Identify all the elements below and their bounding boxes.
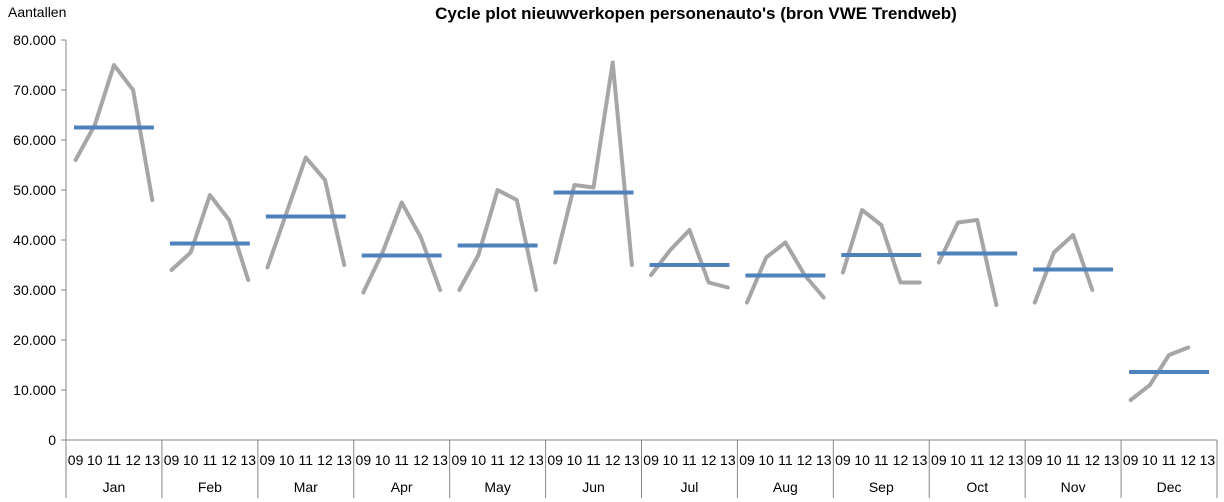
series-line-jun — [553, 60, 634, 267]
x-year-label: 10 — [1046, 452, 1062, 468]
x-year-label: 10 — [471, 452, 487, 468]
x-year-label: 09 — [1027, 452, 1043, 468]
x-year-label: 13 — [1200, 452, 1216, 468]
series-line-oct — [936, 218, 999, 307]
x-month-label: Sep — [869, 479, 894, 495]
x-year-label: 13 — [624, 452, 640, 468]
axes: 0 10.000 20.000 30.000 40.000 50.000 60.000 70.… — [13, 32, 1218, 498]
x-year-label: 09 — [931, 452, 947, 468]
y-tick-label: 70.000 — [13, 82, 56, 98]
y-tick-label: 20.000 — [13, 332, 56, 348]
y-tick-label: 50.000 — [13, 182, 56, 198]
x-year-label: 12 — [509, 452, 525, 468]
y-tick-label: 60.000 — [13, 132, 56, 148]
series-line-nov — [1032, 233, 1095, 305]
x-year-label: 13 — [1104, 452, 1120, 468]
x-year-label: 09 — [356, 452, 372, 468]
series-line-may — [457, 188, 538, 292]
y-tick-label: 10.000 — [13, 382, 56, 398]
x-year-label: 13 — [240, 452, 256, 468]
x-year-label: 11 — [778, 452, 793, 468]
x-month-label: Dec — [1157, 479, 1182, 495]
x-year-label: 09 — [835, 452, 851, 468]
x-month-label: Jun — [582, 479, 605, 495]
x-year-label: 09 — [68, 452, 84, 468]
x-year-label: 12 — [893, 452, 909, 468]
x-year-label: 09 — [547, 452, 563, 468]
series-line-sep — [840, 208, 922, 285]
x-year-label: 13 — [528, 452, 544, 468]
x-year-label: 10 — [87, 452, 103, 468]
y-tick-label: 40.000 — [13, 232, 56, 248]
x-year-label: 10 — [662, 452, 678, 468]
chart-title: Cycle plot nieuwverkopen personenauto's … — [435, 4, 957, 23]
y-tick-label: 80.000 — [13, 32, 56, 48]
x-month-label: Aug — [773, 479, 798, 495]
x-month-label: Apr — [391, 479, 413, 495]
x-year-label: 12 — [989, 452, 1005, 468]
x-year-label: 12 — [221, 452, 237, 468]
x-year-label: 11 — [394, 452, 409, 468]
x-month-label: May — [484, 479, 510, 495]
x-year-label: 09 — [643, 452, 659, 468]
x-year-label: 11 — [1066, 452, 1081, 468]
x-year-label: 11 — [682, 452, 697, 468]
x-year-label: 13 — [145, 452, 161, 468]
x-year-label: 09 — [260, 452, 276, 468]
x-year-label: 09 — [164, 452, 180, 468]
x-year-label: 11 — [107, 452, 122, 468]
x-year-label: 11 — [1162, 452, 1177, 468]
series-line-aug — [745, 240, 826, 305]
x-month-label: Oct — [966, 479, 988, 495]
x-year-label: 11 — [299, 452, 314, 468]
x-year-label: 12 — [605, 452, 621, 468]
x-year-label: 09 — [1123, 452, 1139, 468]
series-line-mar — [265, 155, 347, 270]
x-year-label: 13 — [336, 452, 352, 468]
series-line-jul — [649, 228, 730, 290]
series-line-feb — [169, 193, 251, 282]
plot-area — [73, 60, 1209, 402]
x-year-label: 11 — [970, 452, 985, 468]
x-year-label: 09 — [451, 452, 467, 468]
x-year-label: 10 — [950, 452, 966, 468]
x-year-label: 13 — [720, 452, 736, 468]
x-year-label: 11 — [874, 452, 889, 468]
x-year-label: 13 — [912, 452, 928, 468]
series-line-jan — [73, 63, 155, 202]
x-year-label: 11 — [203, 452, 218, 468]
x-month-label: Mar — [294, 479, 318, 495]
x-month-label: Jul — [681, 479, 699, 495]
x-month-label: Jan — [103, 479, 126, 495]
y-axis-label: Aantallen — [8, 4, 66, 20]
x-month-label: Feb — [198, 479, 222, 495]
x-year-label: 12 — [413, 452, 429, 468]
x-month-label: Nov — [1061, 479, 1086, 495]
x-year-label: 12 — [1085, 452, 1101, 468]
x-year-label: 10 — [1142, 452, 1158, 468]
x-year-label: 13 — [1008, 452, 1024, 468]
x-year-label: 10 — [854, 452, 870, 468]
x-year-label: 13 — [432, 452, 448, 468]
x-year-label: 12 — [1180, 452, 1196, 468]
x-year-label: 09 — [739, 452, 755, 468]
x-year-label: 10 — [758, 452, 774, 468]
x-year-label: 10 — [183, 452, 199, 468]
x-year-label: 11 — [586, 452, 601, 468]
x-year-label: 12 — [317, 452, 333, 468]
x-year-label: 10 — [375, 452, 391, 468]
x-year-label: 11 — [490, 452, 505, 468]
y-tick-label: 0 — [48, 432, 56, 448]
x-year-label: 13 — [816, 452, 832, 468]
x-year-label: 10 — [279, 452, 295, 468]
x-year-label: 12 — [701, 452, 717, 468]
x-year-label: 12 — [125, 452, 141, 468]
y-tick-label: 30.000 — [13, 282, 56, 298]
x-year-label: 12 — [797, 452, 813, 468]
series-line-apr — [361, 200, 443, 295]
x-year-label: 10 — [567, 452, 583, 468]
